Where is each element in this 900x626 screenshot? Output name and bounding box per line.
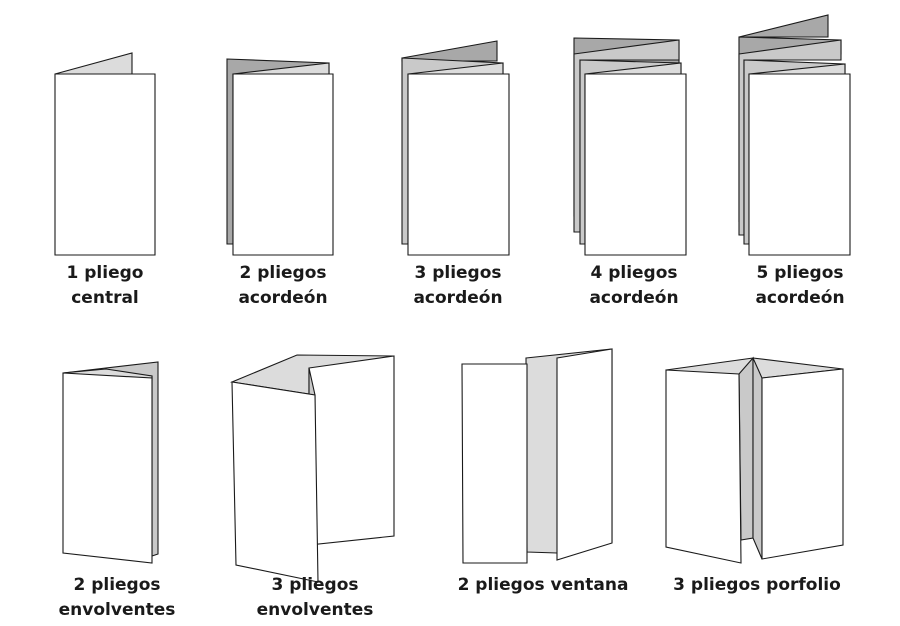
front-panel [584, 73, 687, 256]
back-panel [401, 40, 498, 62]
left-panel [665, 369, 742, 564]
right-panel [308, 355, 395, 546]
front-panel [62, 372, 153, 564]
fold-1-central-label-line2: central [71, 288, 139, 308]
left-flap [461, 363, 528, 564]
fold-2-acordeon-illustration [226, 58, 334, 256]
fold-1-central-label-line1: 1 pliego [67, 263, 144, 283]
fold-2-envolventes-illustration [62, 361, 159, 564]
front-panel [231, 381, 319, 583]
fold-3-acordeon-label-line2: acordeón [413, 288, 502, 308]
front-panel [232, 73, 334, 256]
fold-3-porfolio-illustration [665, 356, 844, 564]
inner-right-shadow [752, 357, 763, 560]
fold-2-acordeon-label-line1: 2 pliegos [239, 263, 326, 283]
front-panel [407, 73, 510, 256]
fold-3-envolventes-illustration [229, 354, 395, 583]
fold-2-envolventes-label-line1: 2 pliegos [73, 575, 160, 595]
fold-2-acordeon-label-line2: acordeón [238, 288, 327, 308]
back-panel [54, 52, 133, 75]
fold-1-central-illustration [54, 52, 156, 256]
fold-3-envolventes-label-line1: 3 pliegos [271, 575, 358, 595]
fold-3-acordeon-illustration [401, 40, 510, 256]
fold-2-ventana-label: 2 pliegos ventana [458, 575, 629, 595]
fold-2-ventana-illustration [461, 348, 613, 564]
front-panel [748, 73, 851, 256]
panel-1 [738, 14, 829, 38]
inner-left-shadow [738, 356, 754, 541]
fold-3-envolventes-label-line2: envolventes [257, 600, 374, 620]
right-flap [556, 348, 613, 561]
fold-3-porfolio-label: 3 pliegos porfolio [673, 575, 841, 595]
labels: 1 pliego central 2 pliegos acordeón 3 pl… [59, 263, 845, 620]
fold-2-envolventes-label-line2: envolventes [59, 600, 176, 620]
fold-5-acordeon-label-line1: 5 pliegos [756, 263, 843, 283]
fold-4-acordeon-label-line2: acordeón [589, 288, 678, 308]
front-panel [54, 73, 156, 256]
fold-4-acordeon-label-line1: 4 pliegos [590, 263, 677, 283]
fold-5-acordeon-illustration [738, 14, 851, 256]
right-panel [761, 368, 844, 560]
fold-3-acordeon-label-line1: 3 pliegos [414, 263, 501, 283]
fold-4-acordeon-illustration [573, 37, 687, 256]
fold-5-acordeon-label-line2: acordeón [755, 288, 844, 308]
